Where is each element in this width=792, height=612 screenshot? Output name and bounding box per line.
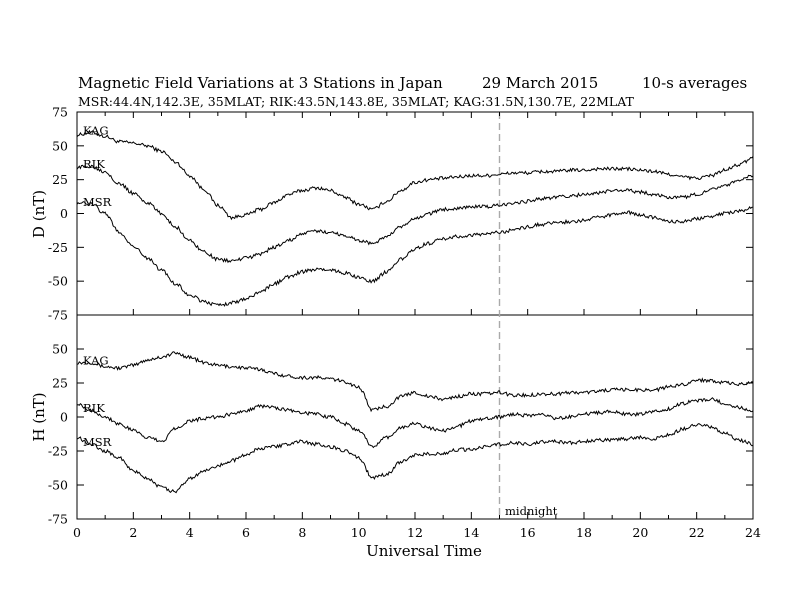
series-label-kag: KAG [83, 354, 109, 368]
series-label-msr: MSR [83, 195, 112, 209]
chart-title: Magnetic Field Variations at 3 Stations … [78, 74, 443, 92]
y-tick-label: 25 [52, 376, 68, 391]
d-axis-label: D (nT) [30, 190, 48, 238]
x-tick-label: 4 [186, 525, 194, 540]
y-tick-label: -75 [48, 308, 68, 323]
chart-averaging: 10-s averages [642, 74, 747, 92]
x-tick-label: 2 [129, 525, 137, 540]
series-line-rik-d [76, 164, 754, 264]
y-tick-label: 50 [52, 342, 68, 357]
y-tick-label: 75 [52, 105, 68, 120]
x-tick-label: 18 [576, 525, 592, 540]
plot-layer: 0 2 4 6 8 10 12 14 16 18 20 22 247550250-25-50-75KAG… [48, 105, 761, 541]
y-tick-label: -25 [48, 444, 68, 459]
x-tick-label: 16 [520, 525, 536, 540]
y-tick-label: 0 [60, 206, 68, 221]
y-tick-label: 25 [52, 172, 68, 187]
series-label-msr: MSR [83, 435, 112, 449]
y-tick-label: -25 [48, 240, 68, 255]
x-tick-label: 6 [242, 525, 250, 540]
y-tick-label: -75 [48, 512, 68, 527]
series-label-kag: KAG [83, 123, 109, 137]
x-tick-label: 10 [351, 525, 367, 540]
chart-subtitle: MSR:44.4N,142.3E, 35MLAT; RIK:43.5N,143.… [78, 94, 635, 109]
series-line-msr-d [76, 201, 753, 307]
x-tick-label: 0 [73, 525, 81, 540]
series-line-rik-h [76, 397, 754, 449]
series-label-rik: RIK [83, 157, 105, 171]
series-line-kag-h [76, 351, 754, 413]
x-tick-label: 22 [689, 525, 705, 540]
y-tick-label: 0 [60, 410, 68, 425]
x-tick-label: 20 [632, 525, 648, 540]
x-tick-label: 14 [463, 525, 479, 540]
series-line-msr-h [76, 423, 754, 494]
x-tick-label: 24 [745, 525, 761, 540]
x-tick-label: 12 [407, 525, 423, 540]
series-label-rik: RIK [83, 401, 105, 415]
x-axis-label: Universal Time [366, 542, 482, 560]
y-tick-label: 50 [52, 138, 68, 153]
x-tick-label: 8 [298, 525, 306, 540]
h-axis-label: H (nT) [30, 392, 48, 441]
y-tick-label: -50 [48, 478, 68, 493]
series-line-kag-d [76, 129, 754, 221]
chart-date: 29 March 2015 [482, 74, 598, 92]
y-tick-label: -50 [48, 274, 68, 289]
midnight-label: midnight [505, 504, 558, 518]
